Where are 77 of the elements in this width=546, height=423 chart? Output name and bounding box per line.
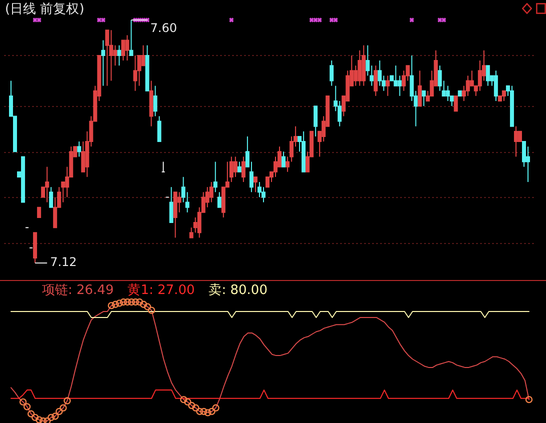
candlestick [394, 65, 398, 86]
point [40, 417, 47, 423]
point [140, 300, 148, 308]
point [212, 404, 220, 412]
point [60, 404, 67, 412]
point [200, 408, 208, 416]
candlestick [125, 34, 130, 61]
candlestick [213, 161, 218, 193]
point [27, 410, 35, 418]
point [184, 398, 192, 406]
candlestick [133, 54, 138, 92]
candlestick [45, 166, 50, 203]
candlestick [454, 95, 458, 112]
point [44, 417, 51, 423]
candlestick [422, 90, 426, 107]
series-label: 卖: 80.00 [208, 283, 268, 298]
point [525, 396, 533, 404]
point [144, 303, 152, 310]
point [23, 403, 31, 410]
candlestick [77, 141, 82, 158]
candlestick [105, 30, 110, 86]
candlestick [486, 65, 490, 86]
point [52, 412, 59, 420]
candlestick [49, 186, 54, 208]
point [112, 300, 120, 308]
point [48, 414, 55, 422]
candlestick [358, 50, 362, 86]
candlestick [502, 90, 506, 102]
point [36, 416, 43, 423]
point [148, 306, 156, 314]
point [208, 408, 216, 416]
candlestick [217, 192, 222, 208]
series-label: 项链: 26.49 [42, 283, 114, 298]
candlestick [374, 65, 378, 96]
candlestick [446, 85, 450, 102]
point [64, 397, 71, 404]
candlestick [153, 85, 158, 117]
candlestick [514, 126, 518, 158]
candlestick [169, 186, 174, 223]
candlestick [518, 130, 522, 142]
candlestick [418, 70, 422, 107]
candlestick [113, 44, 118, 66]
candlestick [330, 60, 334, 86]
point [136, 298, 144, 306]
point [132, 298, 140, 306]
point [116, 300, 124, 307]
candlestick [101, 40, 106, 86]
point [108, 302, 115, 310]
point [196, 408, 204, 416]
candlestick [386, 75, 390, 96]
candlestick [37, 206, 42, 218]
point [128, 298, 136, 306]
candlestick [117, 44, 122, 66]
point [32, 414, 39, 422]
candlestick [282, 151, 286, 168]
candlestick [137, 54, 142, 86]
point [19, 398, 27, 406]
candlestick [253, 176, 258, 193]
point [188, 402, 196, 410]
point [124, 298, 132, 306]
point [192, 404, 200, 412]
text: 黄1: 27.00 [128, 283, 195, 298]
candlestick [233, 156, 238, 178]
candlestick [494, 70, 498, 102]
candlestick [241, 156, 246, 182]
candlestick [157, 116, 162, 142]
annotation: 7.12 [50, 255, 77, 269]
point [120, 298, 128, 306]
candlestick [129, 20, 134, 56]
candlestick [237, 161, 242, 172]
chart-title: (日线 前复权) [5, 2, 84, 18]
candlestick [314, 106, 318, 137]
annotation: 7.60 [150, 21, 177, 35]
point [204, 409, 212, 416]
candlestick [398, 75, 402, 96]
point [180, 396, 188, 404]
point [56, 408, 63, 416]
